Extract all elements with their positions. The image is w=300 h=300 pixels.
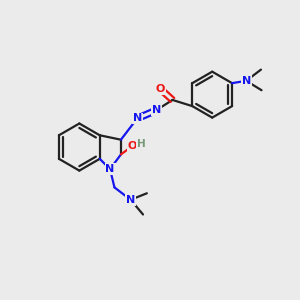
Text: O: O: [155, 84, 165, 94]
Text: N: N: [133, 113, 142, 124]
Text: N: N: [152, 105, 161, 115]
Text: N: N: [105, 164, 115, 174]
Text: N: N: [242, 76, 251, 86]
Text: N: N: [126, 195, 135, 205]
Text: H: H: [137, 139, 146, 149]
Text: O: O: [128, 141, 137, 151]
